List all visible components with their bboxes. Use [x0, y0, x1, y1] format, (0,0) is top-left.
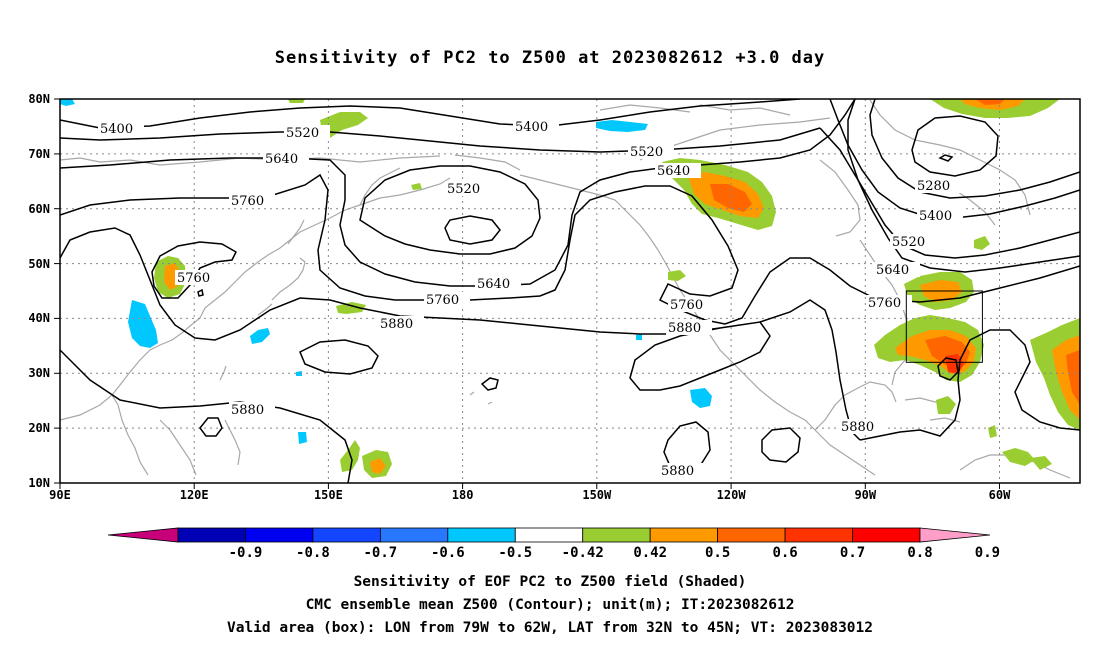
colorbar-tick-label: 0.6 [772, 545, 797, 561]
contour-label: 5760 [670, 298, 703, 313]
contour-label: 5760 [177, 271, 210, 286]
colorbar-tick-label: -0.6 [431, 545, 465, 561]
contour-labels: 5400 5520 5640 5760 5520 5400 5520 5640 … [98, 119, 963, 479]
contour-label: 5880 [661, 464, 694, 479]
colorbar-tick-label: 0.9 [975, 545, 1000, 561]
contour-label: 5880 [231, 403, 264, 418]
colorbar-tick-label: 0.5 [705, 545, 730, 561]
colorbar-box [582, 527, 651, 543]
lat-tick-label: 80N [28, 92, 50, 106]
contour-label: 5520 [286, 126, 319, 141]
colorbar-box [649, 527, 719, 543]
contour-label: 5520 [892, 235, 925, 250]
caption-shading: Sensitivity of EOF PC2 to Z500 field (Sh… [353, 574, 747, 590]
colorbar-box [447, 527, 516, 543]
valid-area-box [905, 290, 983, 363]
contour-label: 5640 [477, 277, 510, 292]
axis-ticks [54, 98, 1000, 489]
lon-tick-label: 150W [582, 488, 612, 502]
longitude-labels: 90E 120E 150E 180 150W 120W 90W 60W [49, 488, 1011, 502]
contour-label: 5640 [657, 164, 690, 179]
colorbar-tick-label: -0.42 [562, 545, 604, 561]
colorbar-box [245, 527, 314, 543]
map-title: Sensitivity of PC2 to Z500 at 2023082612… [274, 48, 826, 68]
colorbar-box [784, 527, 853, 543]
contour-label: 5760 [868, 296, 901, 311]
lat-tick-label: 40N [28, 311, 50, 325]
contour-label: 5280 [917, 179, 950, 194]
contour-label: 5400 [919, 209, 952, 224]
contour-label: 5880 [841, 420, 874, 435]
caption-contour: CMC ensemble mean Z500 (Contour); unit(m… [305, 597, 795, 613]
lat-tick-label: 20N [28, 421, 50, 435]
colorbar-box [852, 527, 921, 543]
colorbar-tick-label: -0.8 [296, 545, 330, 561]
contour-label: 5520 [630, 145, 663, 160]
colorbar-tick-label: -0.9 [229, 545, 263, 561]
contour-label: 5640 [265, 152, 298, 167]
lat-tick-label: 10N [28, 476, 50, 490]
map-frame [59, 98, 1081, 484]
colorbar-right-arrow [919, 527, 991, 543]
lat-tick-label: 60N [28, 202, 50, 216]
z500-contours [60, 99, 1080, 483]
contour-label: 5400 [515, 120, 548, 135]
contour-label: 5760 [426, 293, 459, 308]
colorbar: -0.9 -0.8 -0.7 -0.6 -0.5 -0.42 0.42 0.5 0.6 0.7 0.… [107, 527, 1000, 561]
colorbar-box [312, 527, 381, 543]
lat-tick-label: 30N [28, 366, 50, 380]
contour-label: 5400 [100, 122, 133, 137]
contour-label: 5760 [231, 194, 264, 209]
contour-label: 5880 [380, 317, 413, 332]
colorbar-box [177, 527, 246, 543]
colorbar-tick-label: 0.7 [840, 545, 865, 561]
lon-tick-label: 90E [49, 488, 71, 502]
lon-tick-label: 90W [854, 488, 876, 502]
colorbar-tick-label: -0.5 [498, 545, 532, 561]
lat-tick-label: 50N [28, 257, 50, 271]
lat-tick-label: 70N [28, 147, 50, 161]
lon-tick-label: 150E [314, 488, 343, 502]
colorbar-left-arrow [107, 527, 179, 543]
colorbar-box [514, 527, 584, 543]
lon-tick-label: 180 [452, 488, 474, 502]
colorbar-tick-label: 0.8 [907, 545, 932, 561]
gridlines [60, 99, 1080, 483]
lon-tick-label: 60W [989, 488, 1011, 502]
colorbar-tick-label: 0.42 [633, 545, 667, 561]
caption-valid-area: Valid area (box): LON from 79W to 62W, L… [226, 620, 873, 636]
colorbar-box [717, 527, 786, 543]
contour-label: 5880 [668, 321, 701, 336]
lon-tick-label: 120W [717, 488, 747, 502]
contour-label: 5640 [876, 263, 909, 278]
contour-label: 5520 [447, 182, 480, 197]
latitude-labels: 80N 70N 60N 50N 40N 30N 20N 10N [28, 92, 50, 490]
colorbar-box [379, 527, 449, 543]
lon-tick-label: 120E [180, 488, 209, 502]
colorbar-tick-label: -0.7 [364, 545, 398, 561]
